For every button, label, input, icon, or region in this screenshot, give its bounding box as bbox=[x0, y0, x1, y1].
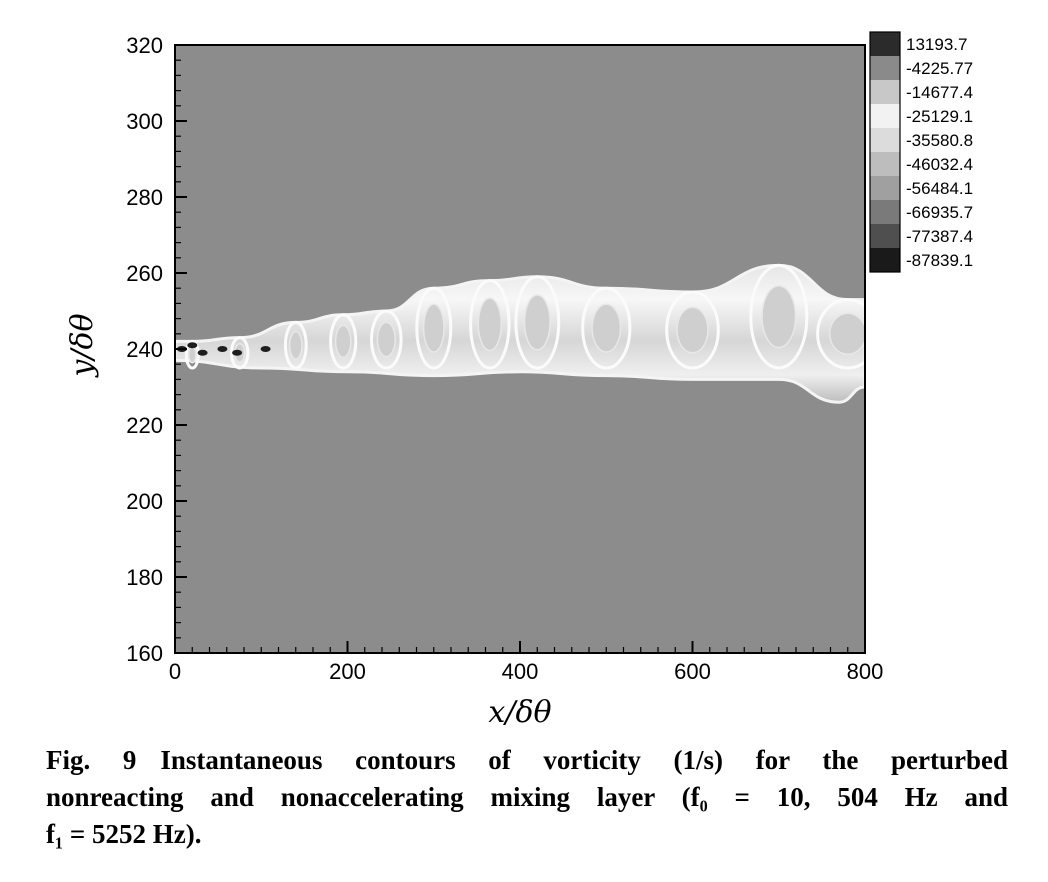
figure-label: Fig. 9 bbox=[46, 745, 137, 775]
vortex-core bbox=[591, 303, 622, 353]
x-axis: 0 200 400 600 800 bbox=[169, 641, 883, 684]
color-legend: 13193.7 -4225.77 -14677.4 -25129.1 -35580.8 -… bbox=[869, 31, 973, 273]
y-tick-label: 180 bbox=[126, 565, 163, 590]
legend-swatch bbox=[870, 56, 900, 80]
y-axis-title: y/δθ bbox=[65, 313, 100, 378]
vortex-roller bbox=[415, 286, 453, 370]
vortex-core bbox=[676, 306, 709, 354]
legend-swatch bbox=[870, 104, 900, 128]
x-tick-label: 600 bbox=[674, 659, 711, 684]
legend-label: -14677.4 bbox=[906, 83, 973, 102]
vortex-roller bbox=[816, 298, 865, 370]
y-tick-label: 160 bbox=[126, 641, 163, 666]
y-tick-label: 220 bbox=[126, 413, 163, 438]
legend-frame bbox=[869, 31, 901, 273]
vortex-core bbox=[828, 312, 865, 356]
vorticity-core-dark bbox=[232, 349, 243, 356]
vortex-roller bbox=[329, 313, 358, 370]
vorticity-core-dark bbox=[217, 346, 228, 352]
legend-label: -77387.4 bbox=[906, 227, 973, 246]
legend-swatch bbox=[870, 200, 900, 224]
legend-swatch bbox=[870, 224, 900, 248]
vorticity-core-dark bbox=[260, 346, 271, 352]
legend-swatch bbox=[870, 176, 900, 200]
x-tick-label: 200 bbox=[329, 659, 366, 684]
vortex-roller bbox=[469, 279, 511, 370]
legend-label: -4225.77 bbox=[906, 59, 973, 78]
vortex-roller bbox=[230, 336, 250, 370]
legend-label: -56484.1 bbox=[906, 179, 973, 198]
vortex-roller bbox=[283, 320, 308, 370]
y-tick-label: 300 bbox=[126, 109, 163, 134]
vortex-roller bbox=[665, 290, 720, 370]
legend-swatch bbox=[870, 128, 900, 152]
legend-label: -35580.8 bbox=[906, 131, 973, 150]
caption-line-3: f₁ = 5252 Hz). bbox=[46, 819, 202, 849]
vortex-core bbox=[523, 294, 551, 351]
legend-label: -87839.1 bbox=[906, 251, 973, 270]
legend-label: -46032.4 bbox=[906, 155, 973, 174]
x-axis-title: x/δθ bbox=[488, 695, 551, 730]
vortex-core bbox=[376, 321, 396, 358]
vortex-core bbox=[422, 303, 445, 353]
vorticity-core-dark bbox=[197, 349, 208, 356]
y-axis: 160 180 200 220 240 260 280 300 320 bbox=[126, 33, 187, 666]
legend-label: -66935.7 bbox=[906, 203, 973, 222]
vortex-core bbox=[477, 297, 503, 352]
vorticity-core-dark bbox=[187, 342, 198, 349]
x-tick-label: 0 bbox=[169, 659, 181, 684]
caption-line-2: nonreacting and nonaccelerating mixing l… bbox=[46, 782, 1008, 812]
y-tick-label: 320 bbox=[126, 33, 163, 58]
legend-swatch bbox=[870, 32, 900, 56]
vorticity-field bbox=[175, 263, 865, 404]
x-tick-label: 800 bbox=[847, 659, 884, 684]
legend-swatch bbox=[870, 80, 900, 104]
vortex-roller bbox=[514, 275, 561, 370]
legend-label: -25129.1 bbox=[906, 107, 973, 126]
vortex-core bbox=[288, 330, 303, 360]
vortex-core bbox=[761, 285, 797, 349]
caption-line-1: Instantaneous contours of vorticity (1/s… bbox=[160, 745, 1008, 775]
legend-swatch bbox=[870, 152, 900, 176]
y-tick-label: 200 bbox=[126, 489, 163, 514]
y-tick-label: 280 bbox=[126, 185, 163, 210]
y-tick-label: 240 bbox=[126, 337, 163, 362]
figure-caption: Fig. 9 Instantaneous contours of vorticit… bbox=[46, 742, 1008, 853]
vortex-roller bbox=[581, 286, 632, 370]
vortex-core bbox=[187, 345, 197, 364]
vortex-roller bbox=[370, 309, 403, 370]
vortex-roller bbox=[184, 339, 200, 370]
y-tick-label: 260 bbox=[126, 261, 163, 286]
vortex-roller bbox=[749, 263, 809, 370]
x-tick-label: 400 bbox=[502, 659, 539, 684]
vortex-core bbox=[334, 324, 352, 359]
legend-swatch bbox=[870, 248, 900, 272]
legend-label: 13193.7 bbox=[906, 35, 967, 54]
